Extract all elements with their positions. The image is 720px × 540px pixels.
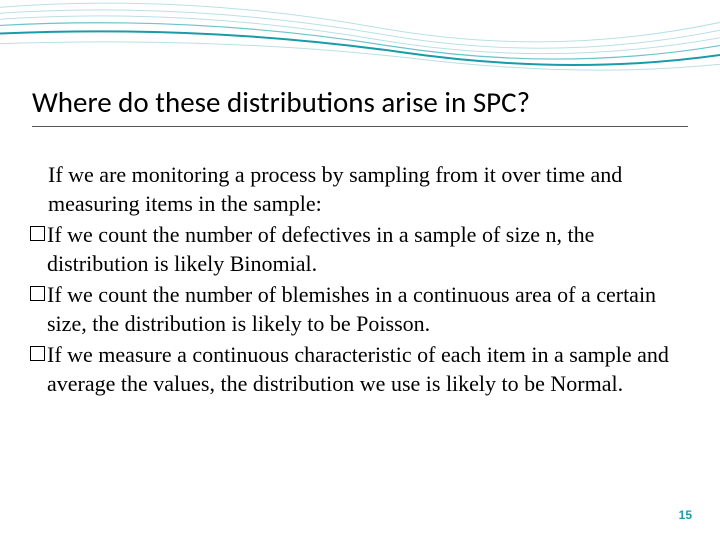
bullet-text: If we count the number of blemishes in a… xyxy=(47,280,690,338)
slide-title: Where do these distributions arise in SP… xyxy=(32,84,688,127)
page-number: 15 xyxy=(679,508,692,522)
bullet-item: If we count the number of blemishes in a… xyxy=(30,280,690,338)
bullet-item: If we count the number of defectives in … xyxy=(30,220,690,278)
bullet-text: If we count the number of defectives in … xyxy=(47,220,690,278)
bullet-text: If we measure a continuous characteristi… xyxy=(47,340,690,398)
square-bullet-icon xyxy=(30,286,45,301)
square-bullet-icon xyxy=(30,346,45,361)
slide-body: If we are monitoring a process by sampli… xyxy=(30,160,690,400)
square-bullet-icon xyxy=(30,226,45,241)
slide: Where do these distributions arise in SP… xyxy=(0,0,720,540)
bullet-item: If we measure a continuous characteristi… xyxy=(30,340,690,398)
intro-text: If we are monitoring a process by sampli… xyxy=(48,160,690,218)
